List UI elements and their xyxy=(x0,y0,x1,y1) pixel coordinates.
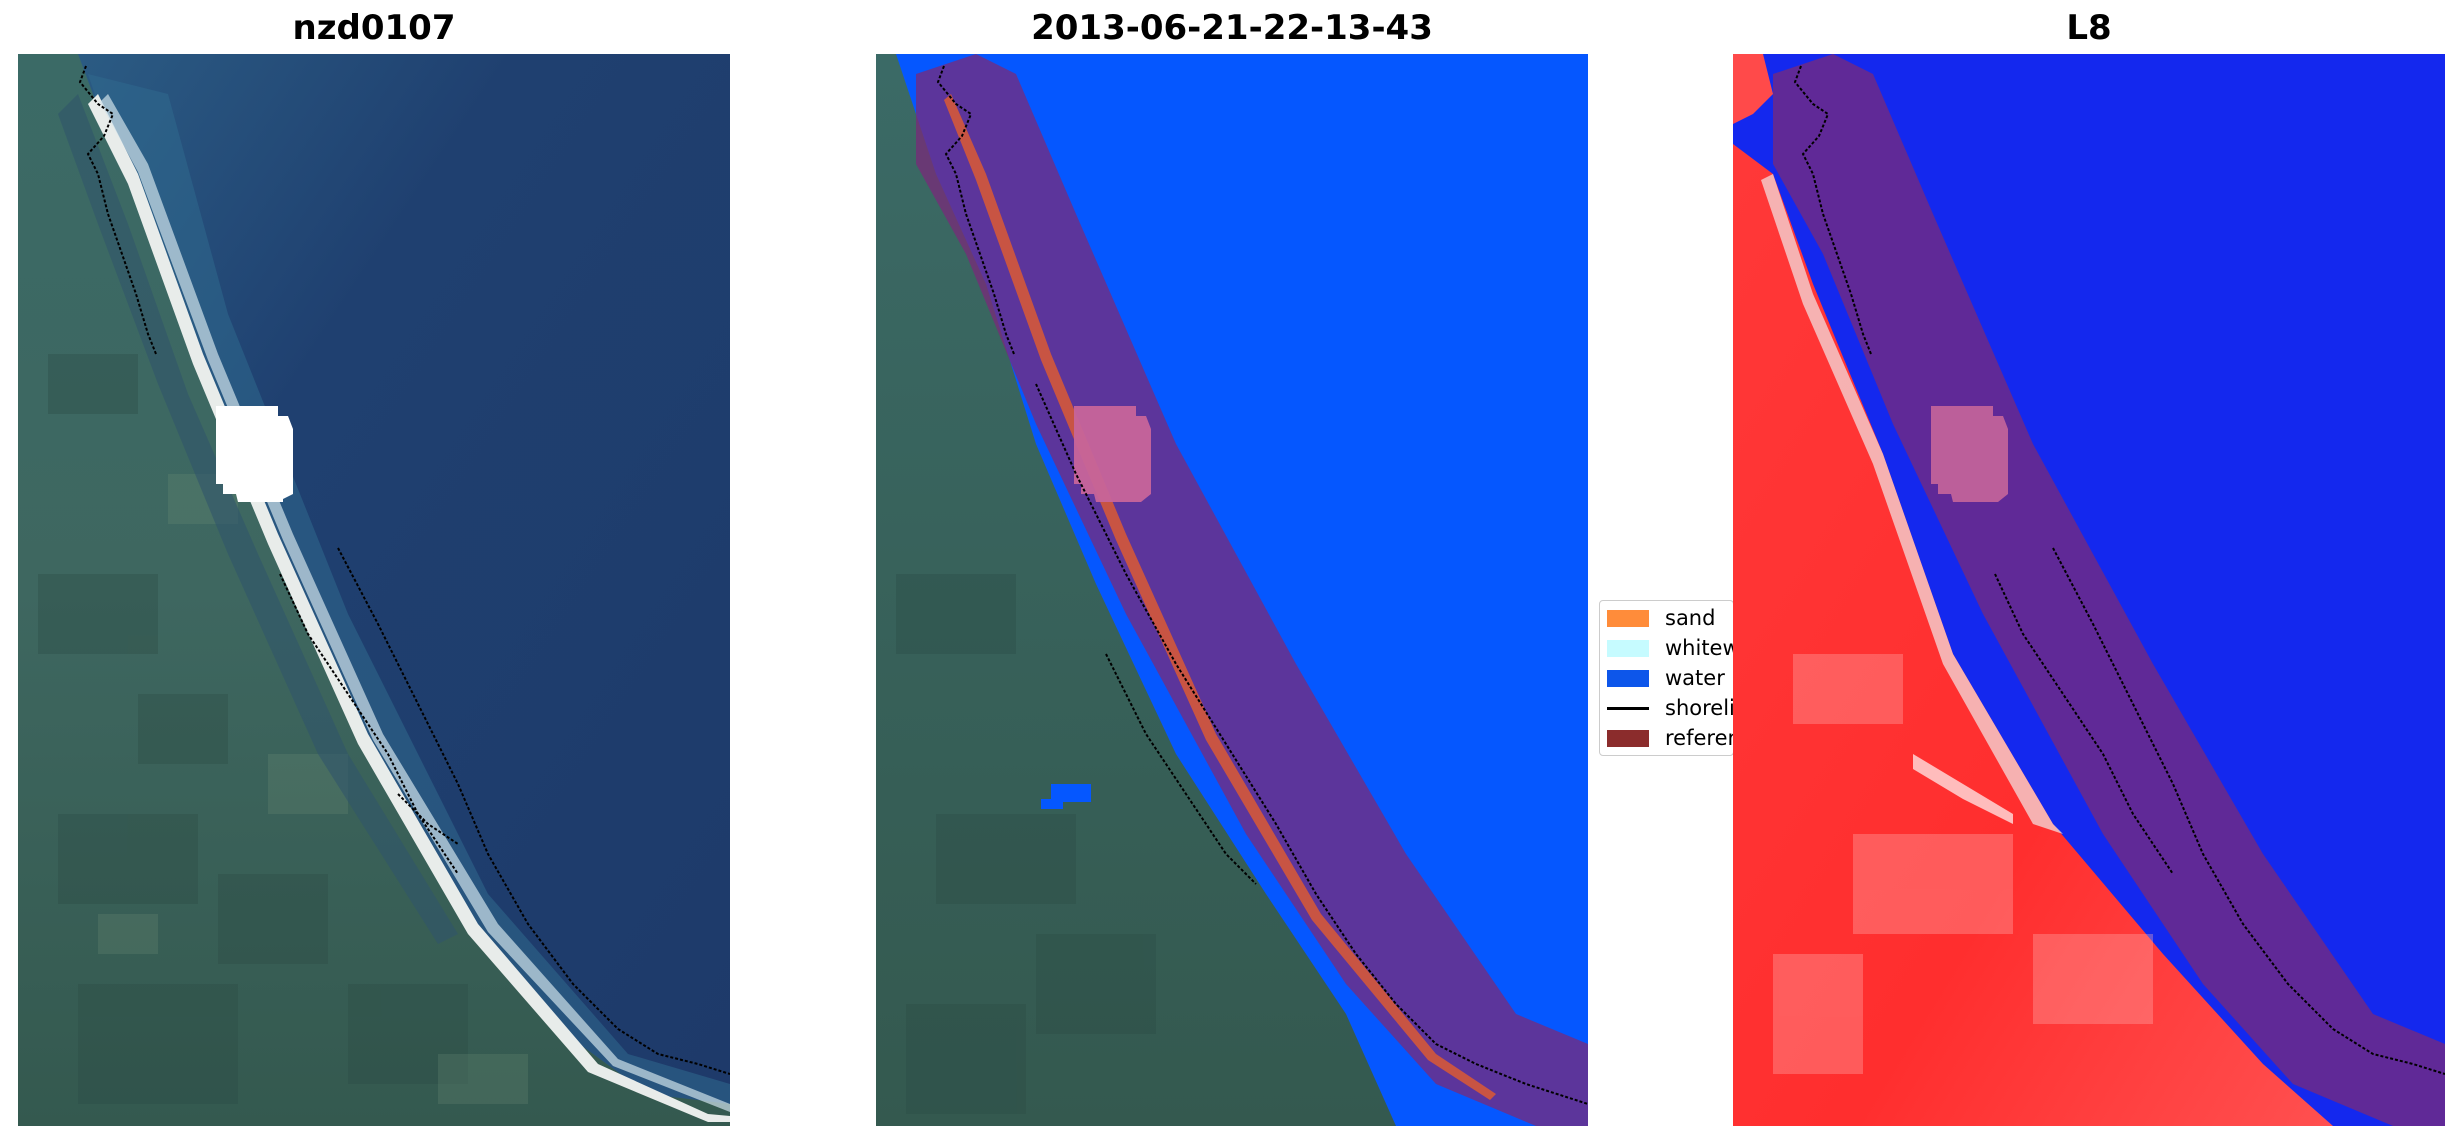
classified-image-panel xyxy=(876,54,1588,1126)
panel-title-1: nzd0107 xyxy=(292,8,456,48)
legend-item-sand: sand xyxy=(1600,605,1733,631)
whitewater-swatch xyxy=(1607,639,1649,657)
legend-label: water xyxy=(1665,666,1725,690)
cloud-mask xyxy=(216,406,293,502)
water-swatch xyxy=(1607,669,1649,687)
panel-title-2: 2013-06-21-22-13-43 xyxy=(1031,8,1433,48)
sand-swatch xyxy=(1607,609,1649,627)
legend-item-shoreline: shoreline xyxy=(1600,695,1733,721)
reference-shoreline-buffer xyxy=(916,54,1588,1126)
legend-label: reference shoreline buffer xyxy=(1665,726,1733,750)
panel-title-3: L8 xyxy=(2066,8,2112,48)
legend-item-reference: reference shoreline buffer xyxy=(1600,725,1733,751)
classified-image xyxy=(876,54,1588,1126)
index-image-panel xyxy=(1733,54,2445,1126)
rgb-image-panel xyxy=(18,54,730,1126)
legend-label: shoreline xyxy=(1665,696,1733,720)
shoreline-line xyxy=(1607,706,1649,710)
index-image xyxy=(1733,54,2445,1126)
reference-swatch xyxy=(1607,729,1649,747)
rgb-image xyxy=(18,54,730,1126)
legend-label: sand xyxy=(1665,606,1716,630)
legend-item-water: water xyxy=(1600,665,1733,691)
